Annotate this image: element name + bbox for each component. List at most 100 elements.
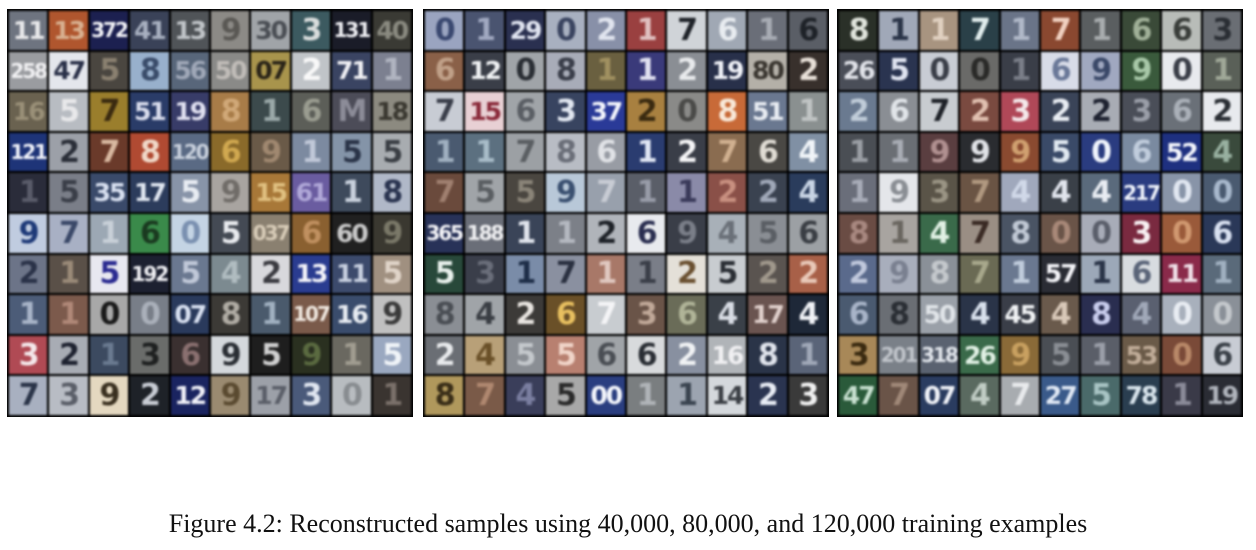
sample-tile: 2 [1041, 92, 1080, 131]
sample-tile: 07 [919, 376, 959, 415]
sample-tile: 11 [332, 254, 371, 294]
sample-tile: 0 [1202, 295, 1241, 334]
sample-tile: 6 [1121, 132, 1161, 172]
sample-tile: 6 [1121, 254, 1161, 294]
sample-tile: 8 [211, 92, 250, 131]
sample-tile: 5 [211, 213, 250, 253]
sample-tile: 2 [586, 11, 625, 50]
sample-tile: 2 [49, 132, 88, 172]
sample-tile: 131 [332, 11, 371, 50]
sample-tile: 6 [627, 213, 666, 253]
sample-tile: 7 [546, 254, 585, 294]
sample-tile: 26 [839, 51, 878, 91]
sample-tile: 3 [9, 335, 48, 375]
sample-tile: 2 [667, 254, 706, 294]
sample-tile: 9 [879, 254, 918, 294]
sample-tile: 2 [707, 173, 747, 212]
sample-tile: 9 [1081, 51, 1120, 91]
sample-tile: 16 [707, 335, 747, 375]
sample-tile: M [332, 92, 371, 131]
sample-tile: 7 [89, 132, 129, 172]
sample-tile: 4 [1000, 173, 1039, 212]
sample-tile: 2 [425, 335, 464, 375]
sample-tile: 0 [505, 51, 545, 91]
sample-tile: 50 [211, 51, 250, 91]
sample-tile: 1 [1000, 51, 1039, 91]
sample-tile: 4 [960, 295, 999, 334]
sample-tile: 18 [372, 92, 411, 131]
sample-tile: 7 [505, 132, 545, 172]
sample-tile: 2 [960, 92, 999, 131]
sample-tile: 2 [667, 132, 706, 172]
sample-tile: 9 [291, 335, 331, 375]
sample-tile: 5 [707, 254, 747, 294]
sample-tile: 1 [372, 51, 411, 91]
sample-tile: 2 [627, 92, 666, 131]
sample-tile: 9 [89, 376, 129, 415]
sample-tile: 12 [465, 51, 504, 91]
sample-tile: 8 [546, 132, 585, 172]
sample-tile: 4 [919, 213, 959, 253]
reconstruction-grid-120000: 8 1 1 7 1 7 1 6 6 3 26 5 0 0 1 6 9 9 0 1 2 6 7 2 3 2 2 3 6 2 1 1 9 9 9 5 0 6 5… [837, 9, 1243, 417]
sample-tile: 27 [1041, 376, 1080, 415]
sample-tile: 4 [211, 254, 250, 294]
sample-tile: 51 [130, 92, 169, 131]
sample-tile: 5 [89, 254, 129, 294]
sample-tile: 1 [1202, 51, 1241, 91]
sample-tile: 8 [919, 254, 959, 294]
sample-tile: 8 [130, 51, 169, 91]
sample-tile: 0 [332, 376, 371, 415]
sample-tile: 6 [130, 213, 169, 253]
sample-tile: 2 [251, 254, 290, 294]
sample-tile: 8 [211, 295, 250, 334]
sample-tile: 1 [49, 254, 88, 294]
sample-tile: 13 [170, 11, 209, 50]
sample-tile: 8 [425, 295, 464, 334]
sample-tile: 2 [839, 92, 878, 131]
sample-tile: 5 [372, 335, 411, 375]
sample-tile: 0 [89, 295, 129, 334]
sample-tile: 6 [667, 295, 706, 334]
sample-tile: 9 [211, 173, 250, 212]
sample-tile: 1 [251, 295, 290, 334]
sample-tile: 5 [251, 335, 290, 375]
sample-tile: 037 [251, 213, 290, 253]
sample-tile: 5 [372, 254, 411, 294]
sample-tile: 0 [170, 213, 209, 253]
sample-tile: 53 [1121, 335, 1161, 375]
sample-tile: 0 [546, 11, 585, 50]
sample-tile: 4 [788, 295, 827, 334]
sample-tile: 07 [251, 51, 290, 91]
sample-tile: 4 [960, 376, 999, 415]
sample-tile: 3 [291, 376, 331, 415]
sample-tile: 1 [89, 335, 129, 375]
sample-tile: 6 [1041, 51, 1080, 91]
sample-tile: 7 [9, 376, 48, 415]
sample-tile: 5 [332, 132, 371, 172]
sample-tile: 2 [49, 335, 88, 375]
sample-tile: 192 [130, 254, 169, 294]
sample-tile: 1 [1081, 335, 1120, 375]
sample-tile: 15 [251, 173, 290, 212]
sample-tile: 41 [130, 11, 169, 50]
sample-tile: 7 [960, 173, 999, 212]
sample-tile: 1 [1081, 254, 1120, 294]
sample-tile: 7 [49, 213, 88, 253]
sample-tile: 8 [748, 335, 787, 375]
sample-tile: 6 [879, 92, 918, 131]
sample-tile: 1 [586, 51, 625, 91]
sample-tile: 2 [586, 213, 625, 253]
sample-tile: 9 [1121, 51, 1161, 91]
sample-tile: 0 [1041, 213, 1080, 253]
sample-tile: 1 [627, 173, 666, 212]
sample-tile: 8 [546, 51, 585, 91]
sample-tile: 19 [1202, 376, 1241, 415]
sample-tile: 5 [89, 51, 129, 91]
sample-tile: 26 [960, 335, 999, 375]
sample-tile: 9 [211, 376, 250, 415]
sample-tile: 1 [788, 92, 827, 131]
sample-tile: 0 [1081, 213, 1120, 253]
sample-tile: 3 [130, 335, 169, 375]
sample-tile: 7 [465, 376, 504, 415]
sample-tile: 9 [251, 132, 290, 172]
